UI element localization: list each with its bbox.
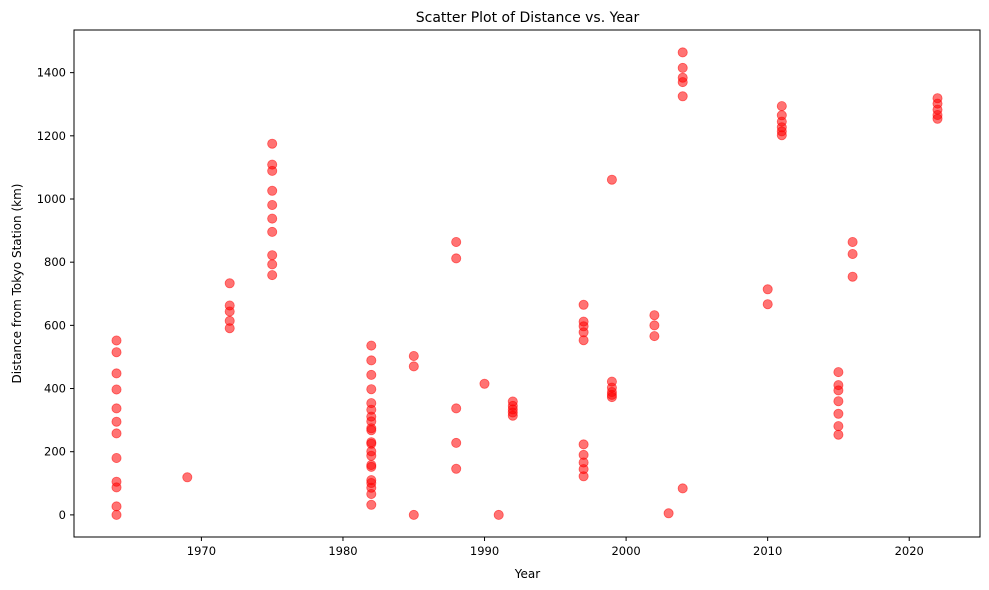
data-point [677,483,688,494]
data-point [649,310,660,321]
data-point [267,185,278,196]
y-tick-label: 600 [44,318,66,332]
data-point [833,408,844,419]
data-point [677,62,688,73]
data-point [451,403,462,414]
data-point [111,452,122,463]
data-point [833,396,844,407]
data-point [366,398,377,409]
y-tick-label: 400 [44,382,66,396]
data-point [224,278,235,289]
data-point [847,236,858,247]
data-point [267,259,278,270]
data-point [182,472,193,483]
data-point [776,101,787,112]
data-point [267,250,278,261]
data-point [408,350,419,361]
data-point [267,199,278,210]
data-point [366,384,377,395]
data-point [677,72,688,83]
data-point [111,335,122,346]
data-point [408,361,419,372]
data-point [762,284,773,295]
plot-frame [73,29,981,538]
data-point [267,138,278,149]
data-point [366,475,377,486]
data-point [111,403,122,414]
data-point [493,509,504,520]
data-point [366,459,377,470]
y-axis: 0 200 400 600 800 1000 1200 1400 [37,66,74,522]
data-point [451,253,462,264]
data-point [267,159,278,170]
x-axis-label: Year [514,567,540,581]
data-point [451,463,462,474]
data-point [224,315,235,326]
data-point [677,91,688,102]
data-point [932,93,943,104]
data-point [479,378,490,389]
points-layer [111,47,943,520]
x-tick-label: 2000 [611,544,640,558]
data-point [847,248,858,259]
y-tick-label: 1200 [37,129,66,143]
data-point [224,300,235,311]
data-point [649,331,660,342]
data-point [833,429,844,440]
x-tick-label: 2020 [895,544,924,558]
data-point [267,226,278,237]
data-point [111,384,122,395]
data-point [111,368,122,379]
data-point [111,428,122,439]
data-point [366,499,377,510]
data-point [111,347,122,358]
data-point [578,439,589,450]
y-tick-label: 800 [44,255,66,269]
data-point [833,421,844,432]
data-point [111,501,122,512]
x-axis: 1970 1980 1990 2000 2010 2020 [187,537,924,558]
data-point [111,476,122,487]
y-tick-label: 0 [59,508,66,522]
data-point [366,340,377,351]
x-tick-label: 2010 [753,544,782,558]
data-point [366,369,377,380]
x-tick-label: 1990 [470,544,499,558]
data-point [408,509,419,520]
data-point [606,174,617,185]
data-point [507,396,518,407]
data-point [677,47,688,58]
data-point [776,110,787,121]
data-point [267,270,278,281]
y-axis-label: Distance from Tokyo Station (km) [10,184,24,384]
data-point [649,320,660,331]
data-point [111,509,122,520]
y-tick-label: 200 [44,445,66,459]
data-point [267,213,278,224]
chart-title: Scatter Plot of Distance vs. Year [416,10,640,26]
data-point [762,299,773,310]
y-tick-label: 1000 [37,192,66,206]
data-point [833,380,844,391]
data-point [366,355,377,366]
x-tick-label: 1970 [187,544,216,558]
y-tick-label: 1400 [37,66,66,80]
data-point [663,508,674,519]
data-point [366,437,377,448]
data-point [578,299,589,310]
data-point [833,367,844,378]
data-point [451,437,462,448]
data-point [451,236,462,247]
data-point [578,449,589,460]
data-point [606,376,617,387]
data-point [847,271,858,282]
x-tick-label: 1980 [328,544,357,558]
data-point [578,316,589,327]
data-point [111,416,122,427]
